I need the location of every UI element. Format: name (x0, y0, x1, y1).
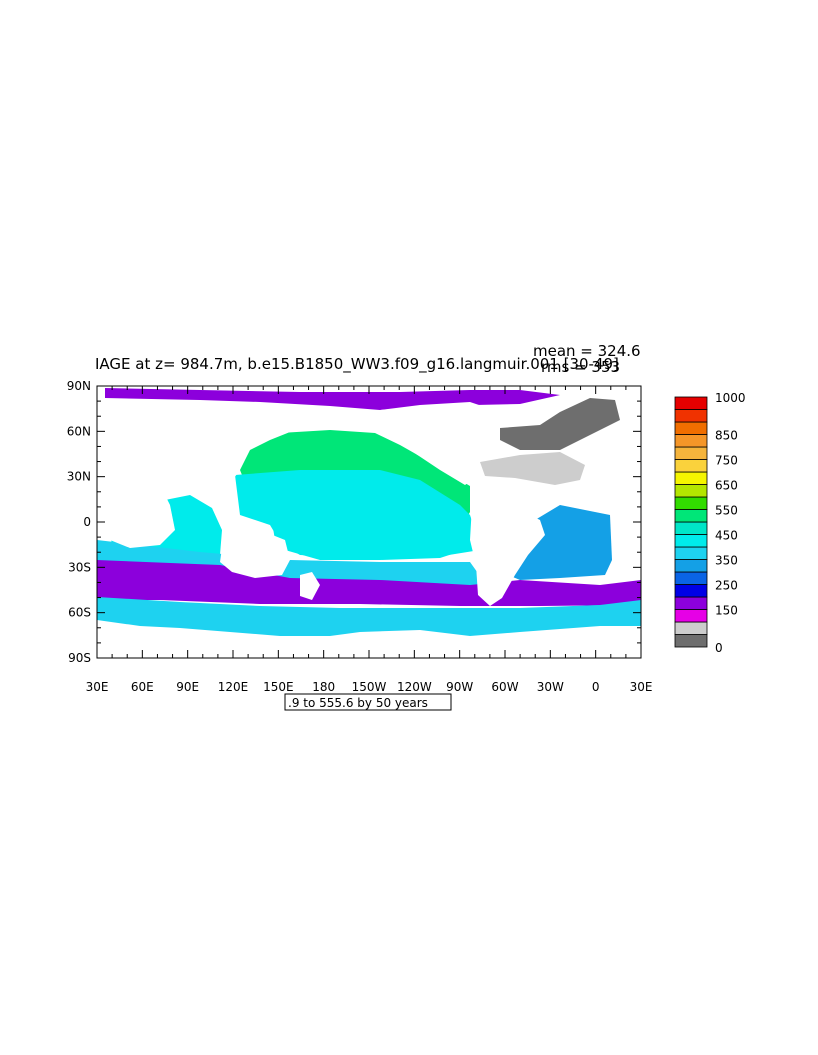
land-north-america (380, 402, 500, 485)
region-antarctic-margin (97, 597, 641, 636)
x-tick-label: 120W (397, 680, 432, 694)
colorbar-label: 1000 (715, 391, 746, 405)
colorbar-swatch (674, 421, 708, 435)
x-tick-label: 30W (537, 680, 564, 694)
ocean-field (97, 386, 641, 658)
colorbar-swatch (674, 471, 708, 485)
x-tick-label: 150E (263, 680, 294, 694)
x-tick-label: 120E (218, 680, 249, 694)
colorbar-label: 650 (715, 479, 738, 493)
colorbar-swatch (674, 446, 708, 460)
colorbar-swatch (674, 546, 708, 560)
x-tick-label: 90E (176, 680, 199, 694)
colorbar-swatch (674, 634, 708, 648)
colorbar-swatch (674, 396, 708, 410)
colorbar-swatch (674, 509, 708, 523)
region-equatorial-pacific (270, 510, 480, 558)
y-axis: 90N 60N 30N 0 30S 60S 90S (67, 379, 641, 665)
colorbar-swatch (674, 596, 708, 610)
rms-label: rms = 353 (541, 358, 620, 376)
x-tick-label: 30E (630, 680, 653, 694)
colorbar-label: 150 (715, 604, 738, 618)
land-australia (220, 532, 290, 578)
y-tick-label: 0 (83, 515, 91, 529)
colorbar-swatch (674, 621, 708, 635)
y-tick-label: 30N (67, 470, 91, 484)
colorbar-swatch (674, 434, 708, 448)
colorbar-swatch (674, 534, 708, 548)
colorbar-label: 0 (715, 641, 723, 655)
mean-label: mean = 324.6 (533, 342, 641, 360)
y-tick-label: 30S (68, 560, 91, 574)
land-south-america (470, 500, 545, 606)
y-tick-label: 90S (68, 651, 91, 665)
y-tick-label: 60N (67, 424, 91, 438)
x-tick-label: 180 (312, 680, 335, 694)
region-labrador-sea (500, 398, 620, 450)
land-africa (97, 462, 175, 548)
land-asia (97, 404, 300, 490)
colorbar-swatch (674, 571, 708, 585)
x-tick-label: 60W (491, 680, 518, 694)
y-tick-label: 60S (68, 606, 91, 620)
colorbar-label: 250 (715, 579, 738, 593)
contour-note-box (284, 693, 452, 711)
x-tick-label: 30E (86, 680, 109, 694)
colorbar-swatch (674, 496, 708, 510)
colorbar-swatch (674, 584, 708, 598)
y-tick-label: 90N (67, 379, 91, 393)
colorbar-swatch (674, 521, 708, 535)
colorbar-label: 850 (715, 429, 738, 443)
colorbar-label: 550 (715, 504, 738, 518)
land-new-zealand (300, 572, 320, 600)
x-axis: 30E 60E 90E 120E 150E 180 150W 120W 90W 60W 30W 0 30… (86, 386, 653, 694)
colorbar-swatch (674, 459, 708, 473)
colorbar-swatch (674, 484, 708, 498)
colorbar-swatch (674, 409, 708, 423)
colorbar-label: 750 (715, 454, 738, 468)
colorbar-label: 350 (715, 554, 738, 568)
x-tick-label: 0 (592, 680, 600, 694)
x-tick-label: 60E (131, 680, 154, 694)
x-tick-label: 90W (446, 680, 473, 694)
chart-title: IAGE at z= 984.7m, b.e15.B1850_WW3.f09_g… (95, 355, 619, 374)
region-north-atlantic (480, 452, 585, 485)
x-tick-label: 150W (352, 680, 387, 694)
colorbar: 1000 850 750 650 550 450 350 250 150 0 (674, 391, 746, 655)
colorbar-swatch (674, 609, 708, 623)
colorbar-label: 450 (715, 529, 738, 543)
land-europe (585, 440, 641, 470)
contour-note: .9 to 555.6 by 50 years (288, 696, 428, 710)
colorbar-swatch (674, 559, 708, 573)
